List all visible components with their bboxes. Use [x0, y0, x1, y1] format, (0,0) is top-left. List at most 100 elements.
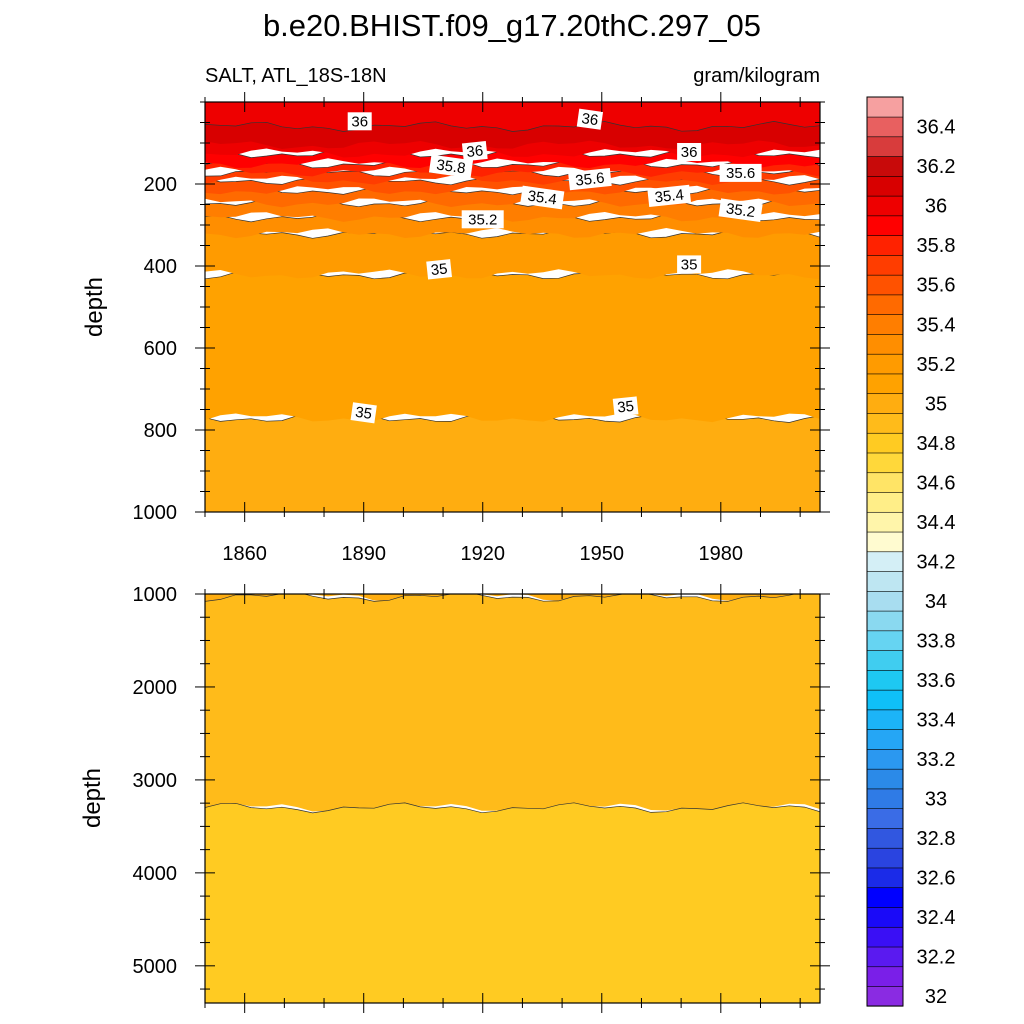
colorbar-swatch — [866, 847, 904, 869]
y-tick-label: 4000 — [133, 863, 178, 885]
contour-band — [205, 158, 820, 177]
colorbar-swatch — [866, 215, 904, 236]
y-tick-label: 400 — [144, 256, 177, 278]
contour-label-text: 36 — [466, 142, 484, 161]
upper-x-axis: 1860 1890 1920 1950 1980 — [204, 92, 801, 565]
y-tick-label: 5000 — [133, 956, 178, 978]
contour-label-text: 35.8 — [435, 156, 466, 177]
lower-y-axis-label: depth — [79, 768, 106, 828]
contour-band — [205, 269, 820, 423]
colorbar-swatch — [866, 155, 904, 177]
contour-label-text: 35 — [354, 404, 373, 423]
colorbar-swatch — [866, 491, 904, 513]
colorbar-swatch — [866, 294, 904, 315]
colorbar-swatch — [866, 748, 904, 770]
colorbar-swatch — [866, 314, 904, 335]
colorbar-swatch — [866, 531, 904, 553]
colorbar-swatch — [866, 827, 904, 849]
colorbar-swatch — [866, 867, 904, 889]
colorbar: 36.4 36.2 36 35.8 35.6 35.4 35.2 35 34.8 34.6 34.4… — [866, 96, 956, 1008]
colorbar-swatch — [866, 669, 904, 691]
chart-title: b.e20.BHIST.f09_g17.20thC.297_05 — [263, 8, 761, 43]
colorbar-swatch — [866, 274, 904, 296]
y-tick-label: 800 — [144, 420, 177, 442]
contour-label-text: 35 — [430, 260, 448, 279]
contour-label-text: 35.2 — [468, 211, 497, 228]
lower-y-axis: 1000 2000 3000 4000 5000 — [133, 584, 830, 990]
colorbar-swatch — [866, 808, 904, 829]
colorbar-label: 34.4 — [917, 512, 956, 534]
x-tick-label: 1980 — [699, 543, 744, 565]
colorbar-swatch — [866, 235, 904, 256]
upper-y-axis: 200 400 600 800 1000 — [133, 101, 830, 524]
y-tick-label: 3000 — [133, 770, 178, 792]
colorbar-swatch — [866, 136, 904, 157]
colorbar-swatch — [866, 649, 904, 671]
contour-label-text: 35.4 — [654, 186, 685, 206]
colorbar-label: 35 — [925, 393, 947, 415]
contour-label: 35 — [350, 402, 377, 424]
lower-panel: 1000 2000 3000 4000 5000 depth — [79, 584, 830, 1013]
contour-band — [205, 594, 820, 813]
colorbar-swatch — [866, 432, 904, 454]
colorbar-swatch — [866, 985, 904, 1007]
contour-label-text: 36 — [580, 110, 599, 129]
contour-band — [205, 594, 820, 602]
colorbar-label: 32 — [925, 986, 947, 1008]
colorbar-label: 35.4 — [917, 314, 956, 336]
contour-label-text: 35 — [616, 398, 634, 417]
colorbar-label: 33 — [925, 789, 947, 811]
colorbar-label: 35.8 — [917, 235, 956, 257]
chart-subtitle-left: SALT, ATL_18S-18N — [205, 65, 387, 87]
colorbar-swatch — [866, 729, 904, 750]
colorbar-swatch — [866, 887, 904, 908]
lower-plot-frame — [204, 593, 821, 1004]
contour-line — [205, 158, 820, 169]
contour-label: 35.6 — [568, 167, 612, 191]
colorbar-label: 33.6 — [917, 670, 956, 692]
contour-label: 36 — [576, 108, 604, 130]
colorbar-swatch — [866, 551, 904, 572]
y-tick-label: 1000 — [133, 502, 178, 524]
chart-subtitle-right: gram/kilogram — [693, 65, 820, 87]
contour-label: 35.4 — [647, 184, 692, 208]
contour-band — [205, 166, 820, 185]
contour-label-text: 35.6 — [575, 170, 606, 190]
lower-x-axis — [204, 584, 801, 1013]
y-tick-label: 2000 — [133, 677, 178, 699]
colorbar-swatch — [866, 412, 904, 434]
contour-line — [205, 802, 820, 814]
y-tick-label: 1000 — [133, 584, 178, 606]
contour-label-text: 35.6 — [726, 165, 755, 182]
colorbar-label: 36.4 — [917, 117, 956, 139]
colorbar-swatch — [866, 689, 904, 711]
colorbar-swatch — [866, 393, 904, 414]
x-tick-label: 1860 — [222, 543, 267, 565]
colorbar-label: 34.2 — [917, 551, 956, 573]
colorbar-swatch — [866, 472, 904, 493]
contour-label: 35.4 — [520, 185, 565, 210]
contour-label-text: 36 — [681, 144, 698, 161]
colorbar-swatch — [866, 373, 904, 395]
contour-label: 35.6 — [719, 163, 762, 182]
contour-line — [205, 227, 820, 239]
x-tick-label: 1890 — [341, 543, 386, 565]
colorbar-label: 35.6 — [917, 275, 956, 297]
colorbar-swatch — [866, 195, 904, 217]
colorbar-swatch — [866, 570, 904, 592]
colorbar-swatch — [866, 610, 904, 632]
y-tick-label: 200 — [144, 174, 177, 196]
contour-label-text: 35.4 — [527, 188, 558, 209]
contour-band — [205, 802, 820, 1003]
contour-label: 35 — [677, 255, 702, 274]
colorbar-swatch — [866, 590, 904, 612]
contour-label: 35.2 — [718, 198, 763, 223]
contour-label-text: 35 — [681, 256, 698, 273]
lower-contour-fill — [205, 594, 820, 1003]
contour-label: 35 — [426, 259, 452, 280]
y-tick-label: 600 — [144, 338, 177, 360]
colorbar-swatch — [866, 116, 904, 138]
contour-label: 36 — [347, 112, 372, 131]
